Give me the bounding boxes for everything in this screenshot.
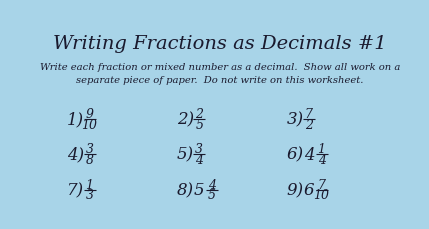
Text: 3: 3: [85, 188, 94, 202]
Text: 3: 3: [85, 143, 94, 155]
Text: 4): 4): [67, 146, 84, 163]
Text: 8): 8): [177, 181, 194, 198]
Text: 5: 5: [208, 188, 216, 202]
Text: 4: 4: [317, 153, 326, 166]
Text: 8: 8: [85, 153, 94, 166]
Text: 1): 1): [67, 111, 84, 128]
Text: 5: 5: [194, 181, 205, 198]
Text: 5: 5: [195, 118, 203, 131]
Text: 9: 9: [85, 107, 94, 120]
Text: 9): 9): [286, 181, 303, 198]
Text: 4: 4: [208, 178, 216, 191]
Text: 5): 5): [177, 146, 194, 163]
Text: Writing Fractions as Decimals #1: Writing Fractions as Decimals #1: [53, 34, 387, 52]
Text: 7): 7): [67, 181, 84, 198]
Text: 3): 3): [286, 111, 303, 128]
Text: Write each fraction or mixed number as a decimal.  Show all work on a: Write each fraction or mixed number as a…: [39, 63, 400, 72]
Text: 1: 1: [317, 143, 326, 155]
Text: 3: 3: [195, 143, 203, 155]
Text: 2: 2: [195, 107, 203, 120]
Text: 7: 7: [317, 178, 326, 191]
Text: 2): 2): [177, 111, 194, 128]
Text: 6: 6: [304, 181, 314, 198]
Text: 10: 10: [314, 188, 329, 202]
Text: 1: 1: [85, 178, 94, 191]
Text: 6): 6): [286, 146, 303, 163]
Text: separate piece of paper.  Do not write on this worksheet.: separate piece of paper. Do not write on…: [76, 76, 363, 85]
Text: 4: 4: [195, 153, 203, 166]
Text: 2: 2: [305, 118, 313, 131]
Text: 10: 10: [82, 118, 97, 131]
Text: 7: 7: [305, 107, 313, 120]
Text: 4: 4: [304, 146, 314, 163]
